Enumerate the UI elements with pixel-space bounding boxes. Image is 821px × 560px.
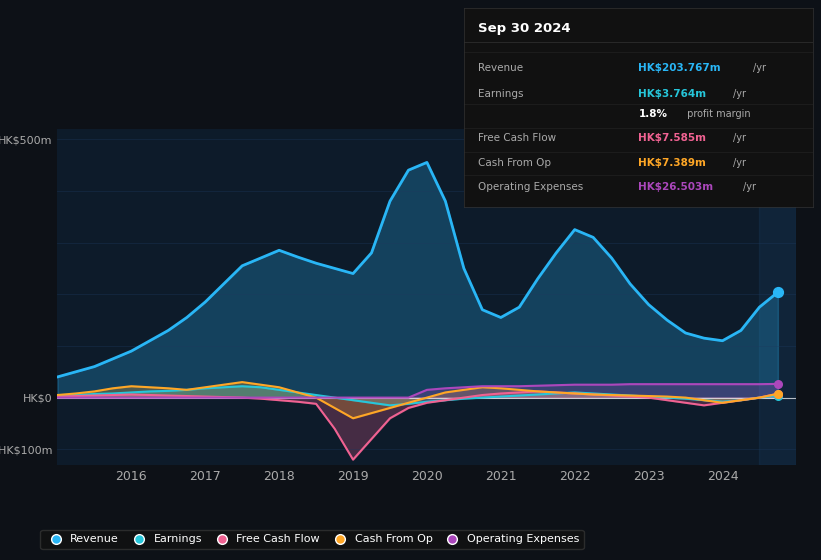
Point <box>772 389 785 398</box>
Bar <box>759 129 796 465</box>
Text: Free Cash Flow: Free Cash Flow <box>478 133 556 143</box>
Text: /yr: /yr <box>733 158 746 169</box>
Point <box>772 391 785 400</box>
Text: /yr: /yr <box>733 89 746 99</box>
Text: HK$26.503m: HK$26.503m <box>639 183 713 192</box>
Text: HK$203.767m: HK$203.767m <box>639 63 721 73</box>
Text: 1.8%: 1.8% <box>639 109 667 119</box>
Text: HK$7.389m: HK$7.389m <box>639 158 706 169</box>
Text: Cash From Op: Cash From Op <box>478 158 551 169</box>
Text: Earnings: Earnings <box>478 89 523 99</box>
Text: /yr: /yr <box>753 63 766 73</box>
Text: Revenue: Revenue <box>478 63 523 73</box>
Point <box>772 389 785 398</box>
Text: /yr: /yr <box>743 183 756 192</box>
Text: HK$3.764m: HK$3.764m <box>639 89 706 99</box>
Point <box>772 288 785 297</box>
Text: /yr: /yr <box>733 133 746 143</box>
Text: HK$7.585m: HK$7.585m <box>639 133 706 143</box>
Point <box>772 380 785 389</box>
Text: Operating Expenses: Operating Expenses <box>478 183 583 192</box>
Text: Sep 30 2024: Sep 30 2024 <box>478 22 571 35</box>
Text: profit margin: profit margin <box>685 109 751 119</box>
Legend: Revenue, Earnings, Free Cash Flow, Cash From Op, Operating Expenses: Revenue, Earnings, Free Cash Flow, Cash … <box>40 530 584 549</box>
